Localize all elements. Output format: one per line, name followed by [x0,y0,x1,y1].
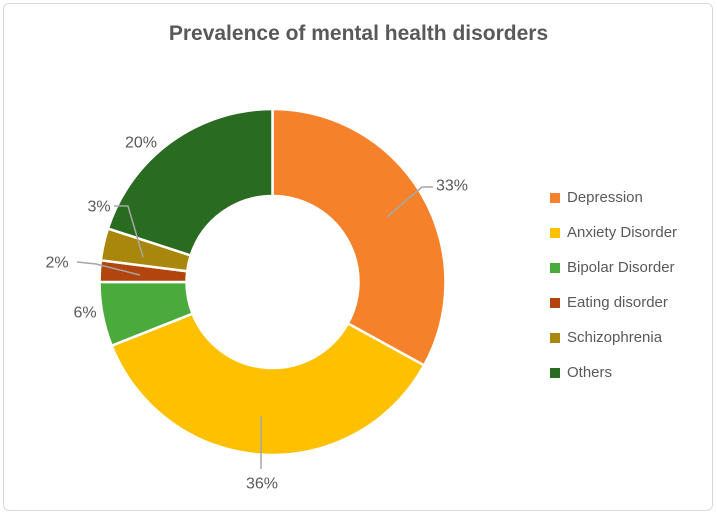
legend-label: Schizophrenia [567,329,663,346]
legend-label: Depression [567,189,643,206]
data-label-anxiety-disorder: 36% [246,476,278,493]
legend-label: Bipolar Disorder [567,259,675,276]
legend-item-eating-disorder: Eating disorder [550,285,677,320]
leader-line-eating-disorder [76,261,141,276]
legend-item-bipolar-disorder: Bipolar Disorder [550,250,677,285]
legend-item-others: Others [550,355,677,390]
legend-swatch-icon [550,297,560,308]
data-label-bipolar-disorder: 6% [73,305,96,322]
pie-slice-depression [271,107,447,367]
legend-swatch-icon [550,227,560,238]
data-label-others: 20% [125,135,157,152]
leader-line-schizophrenia [114,205,144,258]
legend-swatch-icon [550,332,560,343]
legend-swatch-icon [550,367,560,378]
legend-label: Others [567,364,613,381]
legend-item-schizophrenia: Schizophrenia [550,320,677,355]
data-label-eating-disorder: 2% [45,255,68,272]
data-label-depression: 33% [436,178,468,195]
legend-label: Anxiety Disorder [567,224,678,241]
chart-legend: Depression Anxiety Disorder Bipolar Disord… [550,180,677,390]
legend-swatch-icon [550,192,560,203]
pie-slice-others [106,107,274,257]
chart-title: Prevalence of mental health disorders [168,22,549,45]
data-label-schizophrenia: 3% [87,199,110,216]
leader-line-depression [386,186,433,218]
legend-swatch-icon [550,262,560,273]
legend-item-depression: Depression [550,180,677,215]
legend-label: Eating disorder [567,294,668,311]
legend-item-anxiety-disorder: Anxiety Disorder [550,215,677,250]
pie-slice-anxiety-disorder [110,312,426,457]
